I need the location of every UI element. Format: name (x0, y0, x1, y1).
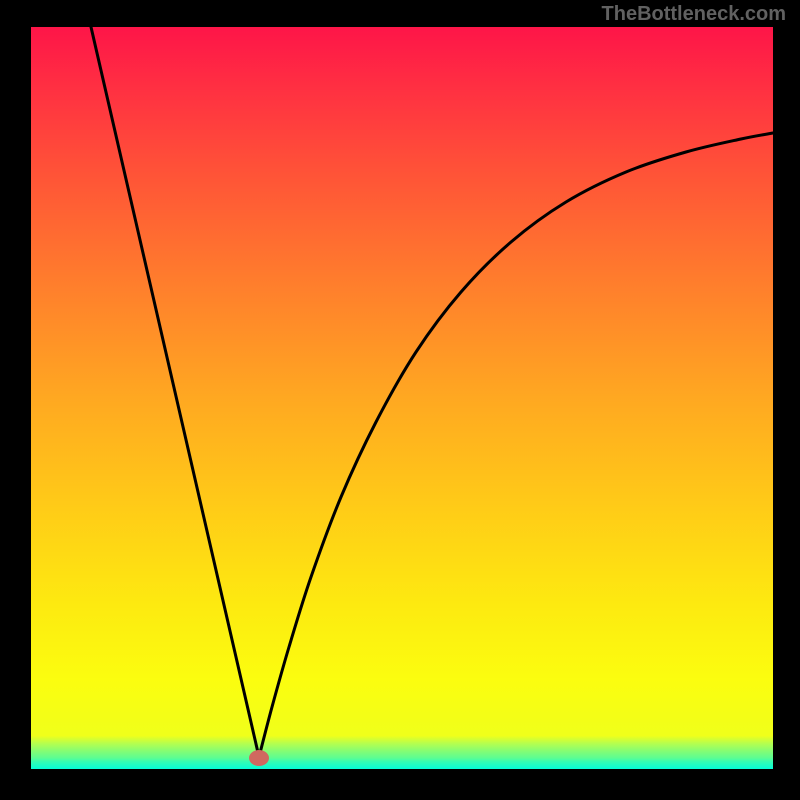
watermark-text: TheBottleneck.com (602, 3, 786, 26)
curve-layer (0, 0, 800, 800)
curve-left-segment (91, 27, 259, 757)
curve-right-segment (259, 133, 773, 757)
minimum-marker (249, 750, 269, 766)
